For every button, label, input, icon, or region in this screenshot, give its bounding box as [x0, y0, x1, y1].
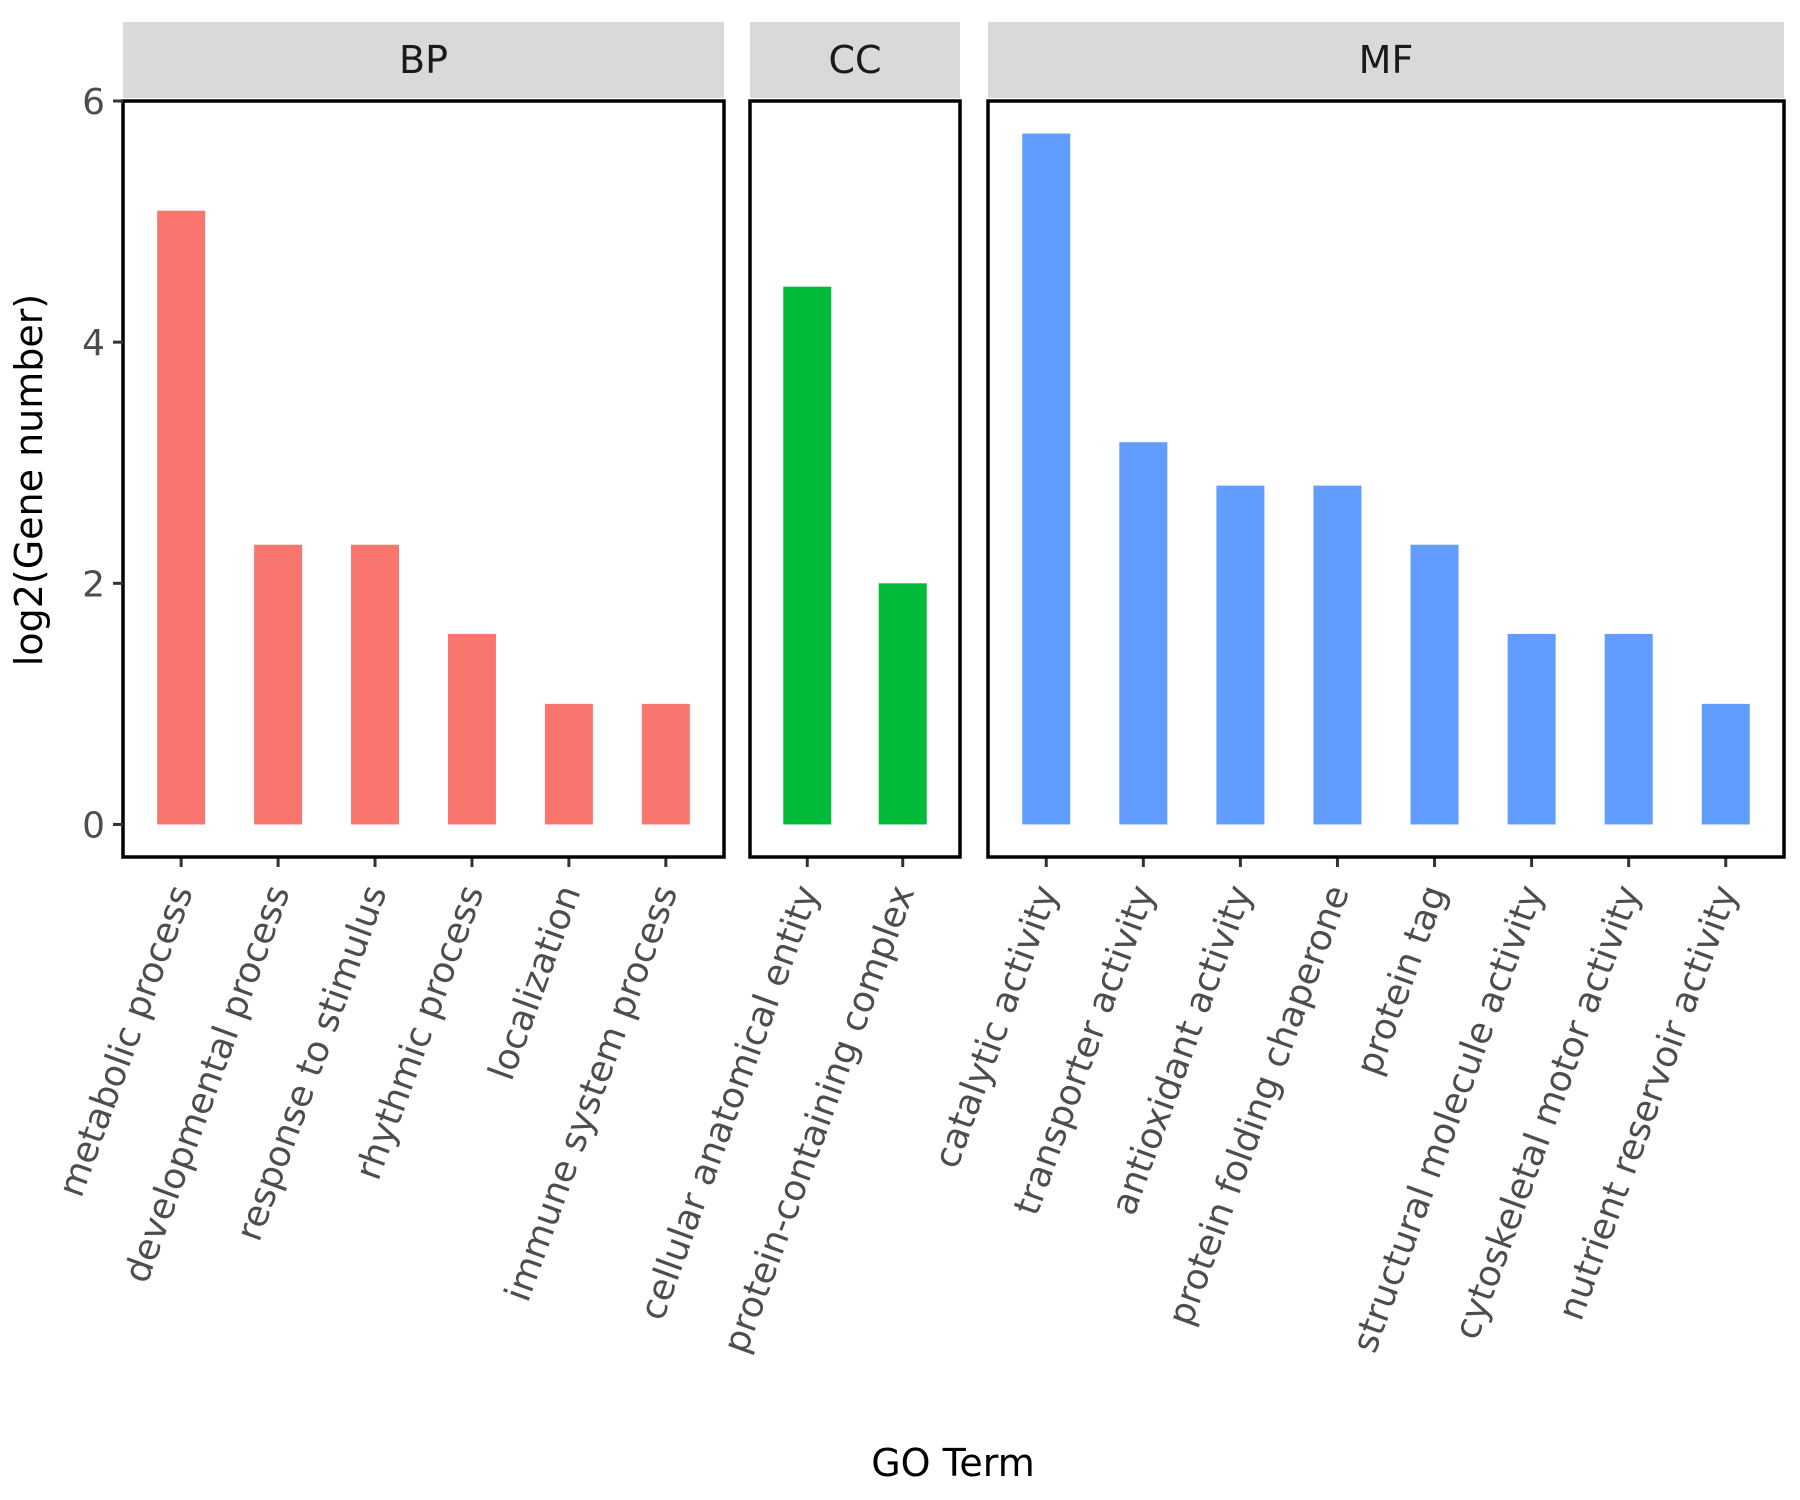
bar	[447, 633, 496, 825]
x-tick-label: protein-containing complex	[716, 880, 924, 1358]
bar	[1313, 485, 1362, 825]
bar	[1507, 633, 1556, 825]
x-tick-label: nutrient reservoir activity	[1551, 880, 1747, 1326]
bar	[1119, 442, 1168, 825]
x-tick-label: protein folding chaperone	[1160, 880, 1357, 1331]
y-axis-title: log2(Gene number)	[7, 294, 51, 666]
bar	[351, 544, 400, 825]
bar	[1604, 633, 1653, 825]
y-axis: 0 2 4 6	[82, 82, 123, 846]
strip-label-bp: BP	[399, 38, 448, 82]
bar	[1022, 133, 1071, 825]
bar	[878, 583, 927, 825]
strip-label-cc: CC	[828, 38, 881, 82]
x-axis-title: GO Term	[871, 1441, 1035, 1485]
strip-mf	[988, 22, 1784, 98]
panel-border	[986, 99, 1786, 859]
x-tick-label: protein tag	[1349, 880, 1455, 1081]
bar	[783, 286, 832, 825]
strip-label-mf: MF	[1359, 38, 1414, 82]
panel-border	[121, 99, 726, 859]
y-tick-label: 6	[82, 82, 105, 123]
bar	[1410, 544, 1459, 825]
bar	[157, 210, 206, 825]
x-tick-label: localization	[481, 880, 589, 1086]
panel-border	[748, 99, 962, 859]
strip-cc	[750, 22, 960, 98]
bar	[1216, 485, 1265, 825]
y-tick-label: 2	[82, 564, 105, 605]
bar	[544, 703, 593, 825]
strip-bp	[123, 22, 724, 98]
bar	[1701, 703, 1750, 825]
y-tick-label: 0	[82, 805, 105, 846]
bar	[254, 544, 303, 825]
x-tick-label: cytoskeletal motor activity	[1447, 880, 1650, 1345]
y-tick-label: 4	[82, 323, 105, 364]
x-tick-label: structural molecule activity	[1345, 880, 1552, 1358]
bar	[641, 703, 690, 825]
